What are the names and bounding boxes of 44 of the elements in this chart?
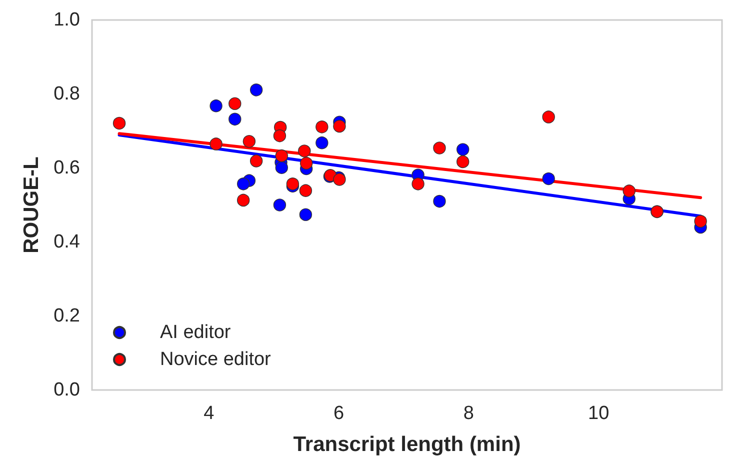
point (622, 184, 636, 198)
point (299, 208, 312, 221)
point (250, 154, 263, 168)
y-axis-title: ROUGE-L (20, 156, 43, 254)
point (273, 198, 286, 212)
x-tick-label: 6 (334, 403, 344, 424)
legend-label: AI editor (160, 322, 232, 343)
point (316, 136, 328, 150)
y-tick-label: 1.0 (54, 10, 80, 30)
y-tick-label: 0.4 (54, 232, 80, 252)
legend-label: Novice editor (160, 349, 272, 370)
x-tick-label: 4 (204, 403, 215, 424)
point (236, 194, 250, 207)
y-tick-label: 0.6 (54, 158, 80, 178)
point (433, 142, 446, 154)
point (228, 112, 242, 126)
point (275, 149, 288, 162)
y-tick-label: 0.2 (54, 306, 80, 326)
point (333, 120, 346, 133)
x-axis-title: Transcript length (min) (293, 433, 521, 456)
point (300, 156, 313, 170)
point (250, 84, 263, 96)
point (694, 214, 707, 228)
point (242, 135, 256, 148)
point (456, 155, 470, 168)
point (210, 138, 222, 150)
point (275, 161, 288, 174)
point (236, 178, 250, 190)
point (228, 97, 242, 110)
x-tick-label: 10 (588, 403, 610, 424)
point (433, 194, 446, 208)
y-tick-label: 0.0 (54, 380, 80, 400)
point (299, 184, 312, 197)
point (542, 110, 555, 124)
point (298, 144, 311, 158)
y-tick-label: 0.8 (54, 84, 80, 104)
point (542, 172, 555, 186)
x-tick-label: 8 (463, 403, 474, 424)
point (210, 99, 222, 112)
point (273, 129, 286, 142)
point (456, 143, 470, 156)
point (316, 120, 328, 134)
point (412, 178, 424, 190)
point (112, 116, 126, 130)
